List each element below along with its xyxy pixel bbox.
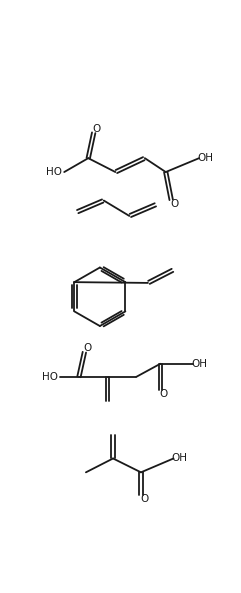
Text: HO: HO (46, 167, 62, 177)
Text: O: O (83, 343, 92, 353)
Text: O: O (93, 124, 101, 134)
Text: O: O (170, 199, 178, 209)
Text: HO: HO (42, 372, 58, 382)
Text: O: O (159, 389, 167, 398)
Text: OH: OH (197, 153, 213, 163)
Text: O: O (140, 495, 148, 504)
Text: OH: OH (172, 454, 188, 464)
Text: OH: OH (191, 359, 207, 369)
